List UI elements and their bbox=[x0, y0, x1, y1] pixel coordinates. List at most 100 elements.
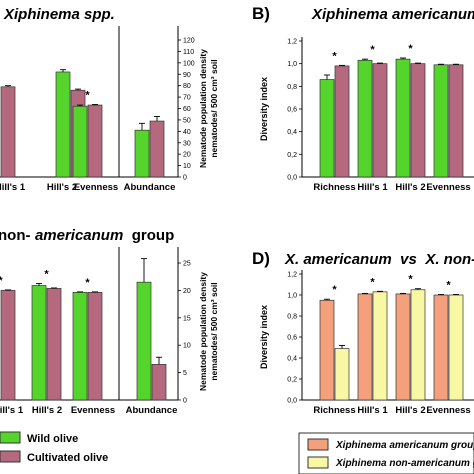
y-right-tick-label: 10 bbox=[183, 163, 191, 170]
y-tick-label: 0,8 bbox=[287, 314, 297, 321]
bar-abundance-cultivated bbox=[149, 120, 165, 178]
y-right-tick-label: 60 bbox=[183, 106, 191, 113]
category-label: Hill's 1 bbox=[357, 405, 388, 416]
y-right-axis-label-line1: Nematode population density bbox=[198, 272, 208, 391]
category-label: Evenness bbox=[74, 182, 118, 193]
category-label: Hill's 1 bbox=[0, 182, 26, 193]
panel-c-title-italic: americanum bbox=[35, 227, 123, 244]
legend-olive: Wild olive Cultivated olive bbox=[0, 431, 108, 464]
legend-non-americanum-label: Xiphinema non-americanum group bbox=[335, 458, 474, 469]
y-tick-label: 0,8 bbox=[287, 84, 297, 91]
y-right-axis-label-line1: Nematode population density bbox=[198, 49, 208, 168]
panel-a-title: Xiphinema spp. bbox=[3, 6, 115, 23]
y-tick-label: 1,2 bbox=[287, 272, 297, 279]
significance-star: * bbox=[85, 90, 90, 102]
bar-wild bbox=[72, 105, 88, 178]
y-tick-label: 1,2 bbox=[287, 39, 297, 46]
panel-b-title: Xiphinema americanum bbox=[311, 6, 474, 23]
legend-americanum-label: Xiphinema americanum group bbox=[335, 440, 474, 451]
panel-c-title: non- americanum group bbox=[0, 227, 174, 244]
y-tick-label: 0,2 bbox=[287, 377, 297, 384]
bar-wild bbox=[55, 71, 71, 178]
bar-series1 bbox=[395, 58, 411, 178]
panel-d-title: X. americanum vs X. non- bbox=[284, 251, 474, 268]
category-label: Evenness bbox=[71, 405, 115, 416]
y-right-tick-label: 20 bbox=[183, 288, 191, 295]
category-label: Richness bbox=[313, 405, 355, 416]
panel-d-title-vs: vs bbox=[400, 251, 417, 268]
legend-cultivated-swatch bbox=[0, 450, 21, 463]
bar-series2 bbox=[372, 291, 388, 401]
y-right-tick-label: 120 bbox=[183, 38, 195, 45]
significance-star: * bbox=[370, 276, 375, 288]
category-label: Evenness bbox=[426, 182, 470, 193]
legend-non-americanum-swatch bbox=[307, 456, 329, 469]
y-right-tick-label: 10 bbox=[183, 343, 191, 350]
y-right-tick-label: 80 bbox=[183, 83, 191, 90]
legend-wild-swatch bbox=[0, 431, 21, 444]
legend-group: Xiphinema americanum group Xiphinema non… bbox=[298, 432, 474, 474]
bar-series2 bbox=[410, 289, 426, 401]
significance-star: * bbox=[44, 269, 49, 281]
bar-series2 bbox=[410, 63, 426, 178]
bar-series2 bbox=[372, 63, 388, 178]
y-tick-label: 1,0 bbox=[287, 61, 297, 68]
bar-series1 bbox=[357, 59, 373, 178]
y-right-tick-label: 30 bbox=[183, 140, 191, 147]
significance-star: * bbox=[446, 279, 451, 291]
significance-star: * bbox=[408, 274, 413, 286]
y-tick-label: 0,6 bbox=[287, 107, 297, 114]
panel-d-title-part1: X. americanum bbox=[284, 251, 392, 268]
panel-b-letter: B) bbox=[252, 4, 270, 23]
y-right-axis-label-line2: nematodes/ 500 cm³ soil bbox=[209, 59, 219, 157]
y-right-tick-label: 20 bbox=[183, 152, 191, 159]
bar-series1 bbox=[395, 293, 411, 401]
significance-star: * bbox=[85, 277, 90, 289]
bar-series1 bbox=[433, 294, 449, 401]
y-tick-label: 0,4 bbox=[287, 129, 297, 136]
category-label: Evenness bbox=[426, 405, 470, 416]
y-tick-label: 0,0 bbox=[287, 175, 297, 182]
significance-star: * bbox=[332, 50, 337, 62]
y-right-tick-label: 110 bbox=[183, 49, 194, 56]
y-right-tick-label: 100 bbox=[183, 60, 195, 67]
y-right-tick-label: 5 bbox=[183, 370, 187, 377]
panel-d: D) X. americanum vs X. non- 0,0 0,2 0,4 0,6… bbox=[252, 249, 474, 416]
bar-series2 bbox=[448, 64, 464, 178]
category-label: Hill's 2 bbox=[395, 405, 425, 416]
significance-star: * bbox=[332, 284, 337, 296]
bar-wild bbox=[72, 292, 88, 401]
y-right-tick-label: 50 bbox=[183, 117, 191, 124]
category-label: Hill's 2 bbox=[395, 182, 425, 193]
y-tick-label: 1,0 bbox=[287, 293, 297, 300]
category-label: Abundance bbox=[126, 405, 178, 416]
bar-abundance-cultivated bbox=[151, 364, 167, 401]
y-right-tick-label: 70 bbox=[183, 95, 191, 102]
panel-d-letter: D) bbox=[252, 249, 270, 268]
y-right-tick-label: 25 bbox=[183, 261, 191, 268]
y-right-tick-label: 15 bbox=[183, 315, 191, 322]
bar-series1 bbox=[433, 64, 449, 178]
y-tick-label: 0,2 bbox=[287, 152, 297, 159]
bar-cultivated bbox=[87, 292, 103, 401]
bar-cultivated bbox=[46, 288, 62, 401]
legend-cultivated-label: Cultivated olive bbox=[27, 452, 108, 464]
y-axis-label: Diversity index bbox=[259, 77, 269, 141]
y-right-tick-label: 90 bbox=[183, 72, 191, 79]
bar-series2 bbox=[448, 294, 464, 401]
bar-abundance-wild bbox=[136, 281, 152, 401]
legend-americanum-swatch bbox=[307, 438, 329, 451]
panel-a: Xiphinema spp. 0 10 20 30 40 50 60 70 80 90 100 110… bbox=[0, 6, 219, 193]
y-axis-label: Diversity index bbox=[259, 305, 269, 369]
bar-series1 bbox=[319, 299, 335, 401]
y-right-tick-label: 40 bbox=[183, 129, 191, 136]
panel-b: B) Xiphinema americanum 0,0 0,2 0,4 0,6 0,8 1… bbox=[252, 4, 474, 193]
category-label: Hill's 2 bbox=[32, 405, 62, 416]
panel-c-title-suffix: group bbox=[132, 227, 175, 244]
significance-star: * bbox=[370, 44, 375, 56]
bar-cultivated bbox=[0, 290, 16, 401]
significance-star: * bbox=[408, 43, 413, 55]
y-tick-label: 0,6 bbox=[287, 335, 297, 342]
category-label: Hill's 1 bbox=[0, 405, 24, 416]
